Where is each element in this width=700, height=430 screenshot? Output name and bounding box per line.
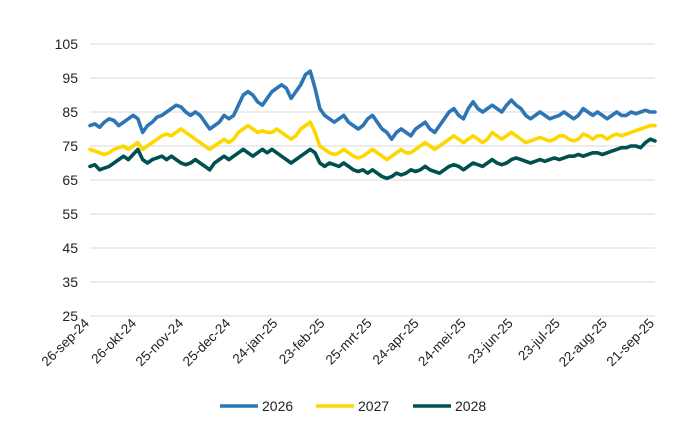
y-axis: 25 35 45 55 65 75 85 95 105 bbox=[55, 36, 79, 324]
x-axis: 26-sep-2426-okt-2425-nov-2425-dec-2424-j… bbox=[39, 315, 658, 369]
y-tick-label: 85 bbox=[62, 104, 78, 120]
series-line-2026 bbox=[88, 69, 657, 141]
y-tick-label: 105 bbox=[55, 36, 79, 52]
series-line-2027 bbox=[88, 120, 657, 162]
x-tick-label: 23-jun-25 bbox=[465, 316, 516, 367]
legend-label-2027: 2027 bbox=[358, 398, 389, 414]
legend-label-2026: 2026 bbox=[262, 398, 293, 414]
x-tick-label: 23-jul-25 bbox=[515, 316, 563, 364]
x-tick-label: 22-aug-25 bbox=[556, 316, 610, 370]
y-tick-label: 75 bbox=[62, 138, 78, 154]
x-tick-label: 24-mei-25 bbox=[415, 316, 469, 370]
y-tick-label: 95 bbox=[62, 70, 78, 86]
x-tick-label: 24-jan-25 bbox=[230, 316, 281, 367]
series-line-2028 bbox=[88, 137, 657, 181]
y-tick-label: 25 bbox=[62, 308, 78, 324]
x-tick-label: 23-feb-25 bbox=[276, 316, 327, 367]
gridlines bbox=[90, 43, 655, 317]
y-tick-label: 55 bbox=[62, 206, 78, 222]
y-tick-label: 45 bbox=[62, 240, 78, 256]
x-tick-label: 24-apr-25 bbox=[370, 316, 422, 368]
x-tick-label: 25-nov-24 bbox=[133, 315, 187, 369]
x-tick-label: 21-sep-25 bbox=[604, 316, 658, 370]
y-tick-label: 35 bbox=[62, 274, 78, 290]
legend: 2026 2027 2028 bbox=[220, 398, 486, 414]
x-tick-label: 25-dec-24 bbox=[180, 315, 234, 369]
x-tick-label: 25-mrt-25 bbox=[323, 316, 375, 368]
series-lines bbox=[88, 69, 657, 181]
y-tick-label: 65 bbox=[62, 172, 78, 188]
legend-label-2028: 2028 bbox=[455, 398, 486, 414]
